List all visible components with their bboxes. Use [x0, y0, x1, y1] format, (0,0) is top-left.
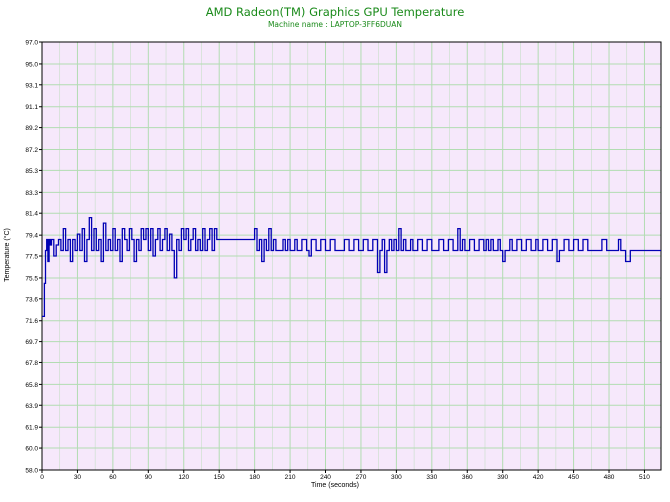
- x-tick-label: 210: [285, 474, 296, 481]
- y-tick-label: 85.3: [25, 168, 38, 175]
- y-tick-label: 93.1: [25, 82, 38, 89]
- x-tick-label: 120: [178, 474, 189, 481]
- x-tick-label: 180: [249, 474, 260, 481]
- y-tick-label: 89.2: [25, 125, 38, 132]
- y-tick-label: 77.5: [25, 254, 38, 261]
- y-tick-label: 91.1: [25, 104, 38, 111]
- x-tick-label: 330: [426, 474, 437, 481]
- x-tick-label: 300: [391, 474, 402, 481]
- chart-title: AMD Radeon(TM) Graphics GPU Temperature: [205, 5, 465, 19]
- x-tick-label: 510: [639, 474, 650, 481]
- x-tick-label: 270: [356, 474, 367, 481]
- temperature-series-line: [42, 216, 661, 318]
- y-tick-label: 58.0: [25, 468, 38, 475]
- y-tick-label: 87.2: [25, 147, 38, 154]
- y-tick-label: 75.5: [25, 275, 38, 282]
- y-tick-label: 79.4: [25, 233, 38, 240]
- y-tick-label: 65.8: [25, 382, 38, 389]
- y-tick-label: 81.4: [25, 211, 38, 218]
- y-tick-label: 73.6: [25, 296, 38, 303]
- x-tick-label: 360: [462, 474, 473, 481]
- y-tick-label: 61.9: [25, 425, 38, 432]
- y-tick-label: 69.7: [25, 339, 38, 346]
- y-tick-label: 83.3: [25, 190, 38, 197]
- y-tick-label: 63.9: [25, 403, 38, 410]
- y-tick-label: 67.8: [25, 360, 38, 367]
- x-tick-label: 150: [214, 474, 225, 481]
- plot-frame: [41, 41, 662, 471]
- x-tick-label: 60: [109, 474, 117, 481]
- x-tick-label: 420: [533, 474, 544, 481]
- y-axis-label: Temperature (°C): [4, 228, 11, 282]
- y-tick-label: 71.6: [25, 318, 38, 325]
- y-tick-label: 97.0: [25, 40, 38, 47]
- x-tick-label: 390: [497, 474, 508, 481]
- x-tick-label: 90: [145, 474, 153, 481]
- x-tick-label: 30: [74, 474, 82, 481]
- y-tick-label: 60.0: [25, 446, 38, 453]
- x-axis-label: Time (seconds): [311, 482, 359, 489]
- y-tick-label: 95.0: [25, 61, 38, 68]
- x-tick-label: 480: [604, 474, 615, 481]
- chart-subtitle: Machine name : LAPTOP-3FF6DUAN: [267, 20, 403, 29]
- x-tick-label: 0: [40, 474, 44, 481]
- x-tick-label: 450: [568, 474, 579, 481]
- x-tick-label: 240: [320, 474, 331, 481]
